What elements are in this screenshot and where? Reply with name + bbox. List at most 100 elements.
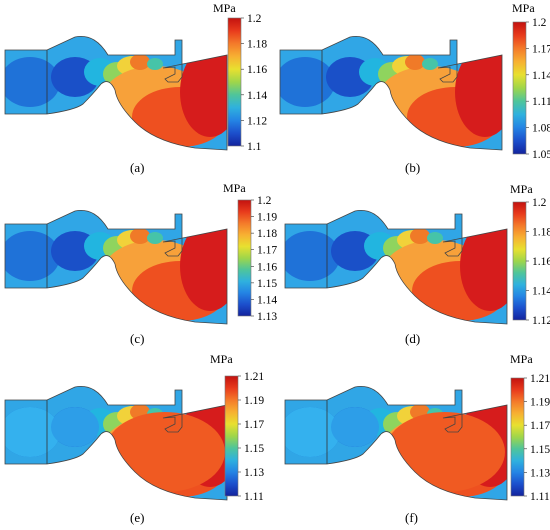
colorbar-unit-label: MPa <box>213 1 236 15</box>
contour-plot-b: MPa 1.2 1.17 1.14 1.11 1.08 1.05 <box>279 1 550 161</box>
colorbar-unit-label: MPa <box>510 182 533 196</box>
colorbar-tick-label: 1.21 <box>244 371 264 383</box>
throat-orange <box>405 54 425 70</box>
colorbar-tick-label: 1.13 <box>257 311 277 323</box>
colorbar-tick-label: 1.16 <box>247 64 267 76</box>
caption-f: (f) <box>405 510 418 525</box>
throat-orange <box>410 228 430 244</box>
domain-outline <box>284 385 508 501</box>
blue-region <box>280 57 335 107</box>
colorbar-tick-label: 1.05 <box>532 149 550 161</box>
red-region <box>180 221 227 311</box>
contour-fills <box>5 36 227 150</box>
throat-orange <box>130 54 150 70</box>
contour-fills <box>285 386 507 500</box>
contour-fills <box>280 36 502 150</box>
flow-domain <box>4 209 228 325</box>
colorbar-tick-label: 1.2 <box>532 197 547 209</box>
colorbar-tick-label: 1.17 <box>244 419 264 431</box>
blue-region-2 <box>51 407 99 447</box>
contour-fills <box>5 210 227 324</box>
colorbar-tick-label: 1.2 <box>257 195 272 207</box>
domain-outline <box>4 385 228 501</box>
blue-region <box>5 57 60 107</box>
caption-a: (a) <box>130 160 145 175</box>
panel-b: MPa 1.2 1.17 1.14 1.11 1.08 1.05 (b) <box>275 0 550 176</box>
colorbar-tick-label: 1.16 <box>257 261 277 273</box>
flow-domain <box>4 385 228 501</box>
colorbar-tick-label: 1.14 <box>247 90 267 102</box>
domain-outline <box>4 35 228 151</box>
panel-e: MPa 1.21 1.19 1.17 1.15 1.13 1.11 (e) <box>0 352 275 528</box>
colorbar-tick-label: 1.13 <box>530 467 550 479</box>
flow-domain <box>279 35 503 151</box>
colorbar <box>237 199 252 317</box>
colorbar-tick-label: 1.1 <box>247 141 262 153</box>
colorbar <box>510 377 525 497</box>
colorbar-tick-label: 1.19 <box>244 395 264 407</box>
red-region <box>180 47 227 137</box>
colorbar-unit-label: MPa <box>512 1 535 15</box>
contour-plot-c: MPa 1.2 1.19 1.18 1.17 1.16 1.15 1.14 1.13 <box>4 181 277 325</box>
colorbar-tick-label: 1.17 <box>530 420 550 432</box>
caption-b: (b) <box>405 160 421 175</box>
colorbar-tick-label: 1.18 <box>247 39 267 51</box>
colorbar-tick-label: 1.15 <box>244 443 264 455</box>
contour-plot-f: MPa 1.21 1.19 1.17 1.15 1.13 1.11 <box>284 352 550 503</box>
colorbar-tick-label: 1.21 <box>530 373 550 385</box>
colorbar <box>512 21 527 155</box>
colorbar-tick-label: 1.16 <box>532 256 550 268</box>
contour-fills <box>285 210 507 324</box>
contour-plot-a: MPa 1.2 1.18 1.16 1.14 1.12 1.1 <box>4 1 267 153</box>
colorbar-tick-label: 1.18 <box>532 227 550 239</box>
colorbar-unit-label: MPa <box>210 352 233 366</box>
red-region-2 <box>105 412 225 492</box>
colorbar-tick-label: 1.11 <box>530 491 550 503</box>
colorbar-tick-label: 1.2 <box>247 13 262 25</box>
colorbar <box>512 201 527 321</box>
colorbar-tick-label: 1.12 <box>247 115 267 127</box>
panel-a: MPa 1.2 1.18 1.16 1.14 1.12 1.1 (a) <box>0 0 275 176</box>
colorbar-tick-label: 1.14 <box>532 70 550 82</box>
colorbar-tick-label: 1.2 <box>532 17 547 29</box>
throat-cyan <box>427 232 443 244</box>
throat-cyan <box>147 232 163 244</box>
domain-outline <box>4 209 228 325</box>
colorbar-tick-label: 1.17 <box>257 245 277 257</box>
throat-cyan <box>147 58 163 70</box>
flow-domain <box>284 385 508 501</box>
colorbar <box>227 17 242 147</box>
colorbar <box>224 375 239 497</box>
colorbar-tick-label: 1.15 <box>257 278 277 290</box>
lightblue-region <box>285 407 340 457</box>
contour-plot-e: MPa 1.21 1.19 1.17 1.15 1.13 1.11 <box>4 352 264 503</box>
caption-c: (c) <box>130 331 145 346</box>
caption-e: (e) <box>130 510 145 525</box>
colorbar-tick-label: 1.15 <box>530 444 550 456</box>
contour-fills <box>5 386 227 500</box>
colorbar-tick-label: 1.19 <box>530 397 550 409</box>
throat-orange <box>130 228 150 244</box>
flow-domain <box>4 35 228 151</box>
colorbar-tick-label: 1.14 <box>257 294 277 306</box>
colorbar-unit-label: MPa <box>510 352 533 366</box>
colorbar-tick-label: 1.08 <box>532 123 550 135</box>
throat-cyan <box>422 58 438 70</box>
colorbar-tick-label: 1.13 <box>244 467 264 479</box>
blue-region <box>285 231 340 281</box>
panel-c: MPa 1.2 1.19 1.18 1.17 1.16 1.15 1.14 1.13 (c) <box>0 176 277 352</box>
red-region <box>455 47 502 137</box>
panel-f: MPa 1.21 1.19 1.17 1.15 1.13 1.11 (f) <box>275 352 550 528</box>
domain-outline <box>279 35 503 151</box>
colorbar-tick-label: 1.19 <box>257 212 277 224</box>
colorbar-unit-label: MPa <box>223 181 246 195</box>
red-region <box>460 221 507 311</box>
red-region-2 <box>385 412 505 492</box>
lightblue-region <box>5 407 60 457</box>
colorbar-tick-label: 1.11 <box>532 96 550 108</box>
colorbar-tick-label: 1.17 <box>532 43 550 55</box>
colorbar-tick-label: 1.18 <box>257 228 277 240</box>
colorbar-tick-label: 1.14 <box>532 286 550 298</box>
blue-region <box>5 231 60 281</box>
colorbar-tick-label: 1.11 <box>244 491 264 503</box>
